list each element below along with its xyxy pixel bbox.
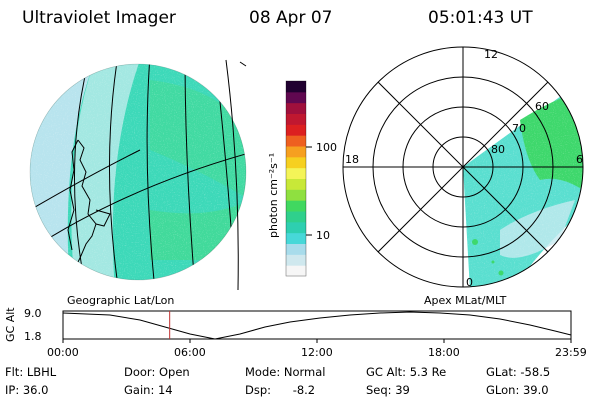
info-mode: Mode: Normal <box>245 365 326 379</box>
colorbar-step <box>286 102 306 114</box>
info-gain: Gain: 14 <box>124 383 173 397</box>
timeline-y-tick-min: 1.8 <box>24 330 42 343</box>
apex-caption: Apex MLat/MLT <box>424 294 507 307</box>
info-glon: GLon: 39.0 <box>486 383 549 397</box>
polar-plot: 12 18 6 0 60 70 80 <box>342 46 584 289</box>
colorbar-step <box>286 254 306 266</box>
polar-label-0: 0 <box>466 276 473 289</box>
polar-label-12: 12 <box>484 48 498 61</box>
polar-lat-60: 60 <box>535 100 549 113</box>
timeline-y-label: GC Alt <box>4 307 17 342</box>
polar-label-18: 18 <box>345 153 359 166</box>
colorbar-step <box>286 156 306 169</box>
observation-time: 05:01:43 UT <box>428 8 533 28</box>
info-glat: GLat: -58.5 <box>486 365 551 379</box>
colorbar: 100 10 photon cm⁻²s⁻¹ <box>267 80 337 277</box>
timeline-x-tick-0000: 00:00 <box>47 346 79 359</box>
info-gc-alt: GC Alt: 5.3 Re <box>366 365 447 379</box>
timeline-x-tick-1800: 18:00 <box>428 346 460 359</box>
timeline-x-tick-2359: 23:59 <box>555 346 587 359</box>
colorbar-step <box>286 91 306 104</box>
colorbar-step <box>286 135 306 147</box>
app-title: Ultraviolet Imager <box>22 8 176 28</box>
info-filter: Flt: LBHL <box>5 365 57 379</box>
info-seq: Seq: 39 <box>366 383 410 397</box>
altitude-timeline <box>62 310 572 343</box>
colorbar-step <box>286 211 306 223</box>
colorbar-step <box>286 124 306 136</box>
colorbar-step <box>286 146 306 158</box>
polar-lat-70: 70 <box>512 122 526 135</box>
polar-label-6: 6 <box>576 153 583 166</box>
polar-lat-80: 80 <box>491 143 505 156</box>
timeline-y-tick-max: 9.0 <box>24 307 42 320</box>
colorbar-step <box>286 200 306 212</box>
info-dsp: Dsp: -8.2 <box>245 383 316 397</box>
geographic-caption: Geographic Lat/Lon <box>67 294 175 307</box>
colorbar-unit-label: photon cm⁻²s⁻¹ <box>267 153 280 238</box>
geographic-image <box>29 59 247 291</box>
info-ip: IP: 36.0 <box>5 383 49 397</box>
timeline-x-tick-1200: 12:00 <box>301 346 333 359</box>
colorbar-tick-10: 10 <box>316 229 330 242</box>
colorbar-step <box>286 189 306 201</box>
observation-date: 08 Apr 07 <box>249 8 333 28</box>
timeline-x-tick-0600: 06:00 <box>174 346 206 359</box>
colorbar-step <box>286 221 306 234</box>
colorbar-step <box>286 243 306 255</box>
colorbar-step <box>286 167 306 179</box>
colorbar-step <box>286 232 306 244</box>
colorbar-step <box>286 265 306 277</box>
colorbar-tick-100: 100 <box>316 141 337 154</box>
colorbar-step <box>286 81 306 93</box>
info-door: Door: Open <box>124 365 190 379</box>
colorbar-step <box>286 113 306 125</box>
colorbar-step <box>286 178 306 190</box>
